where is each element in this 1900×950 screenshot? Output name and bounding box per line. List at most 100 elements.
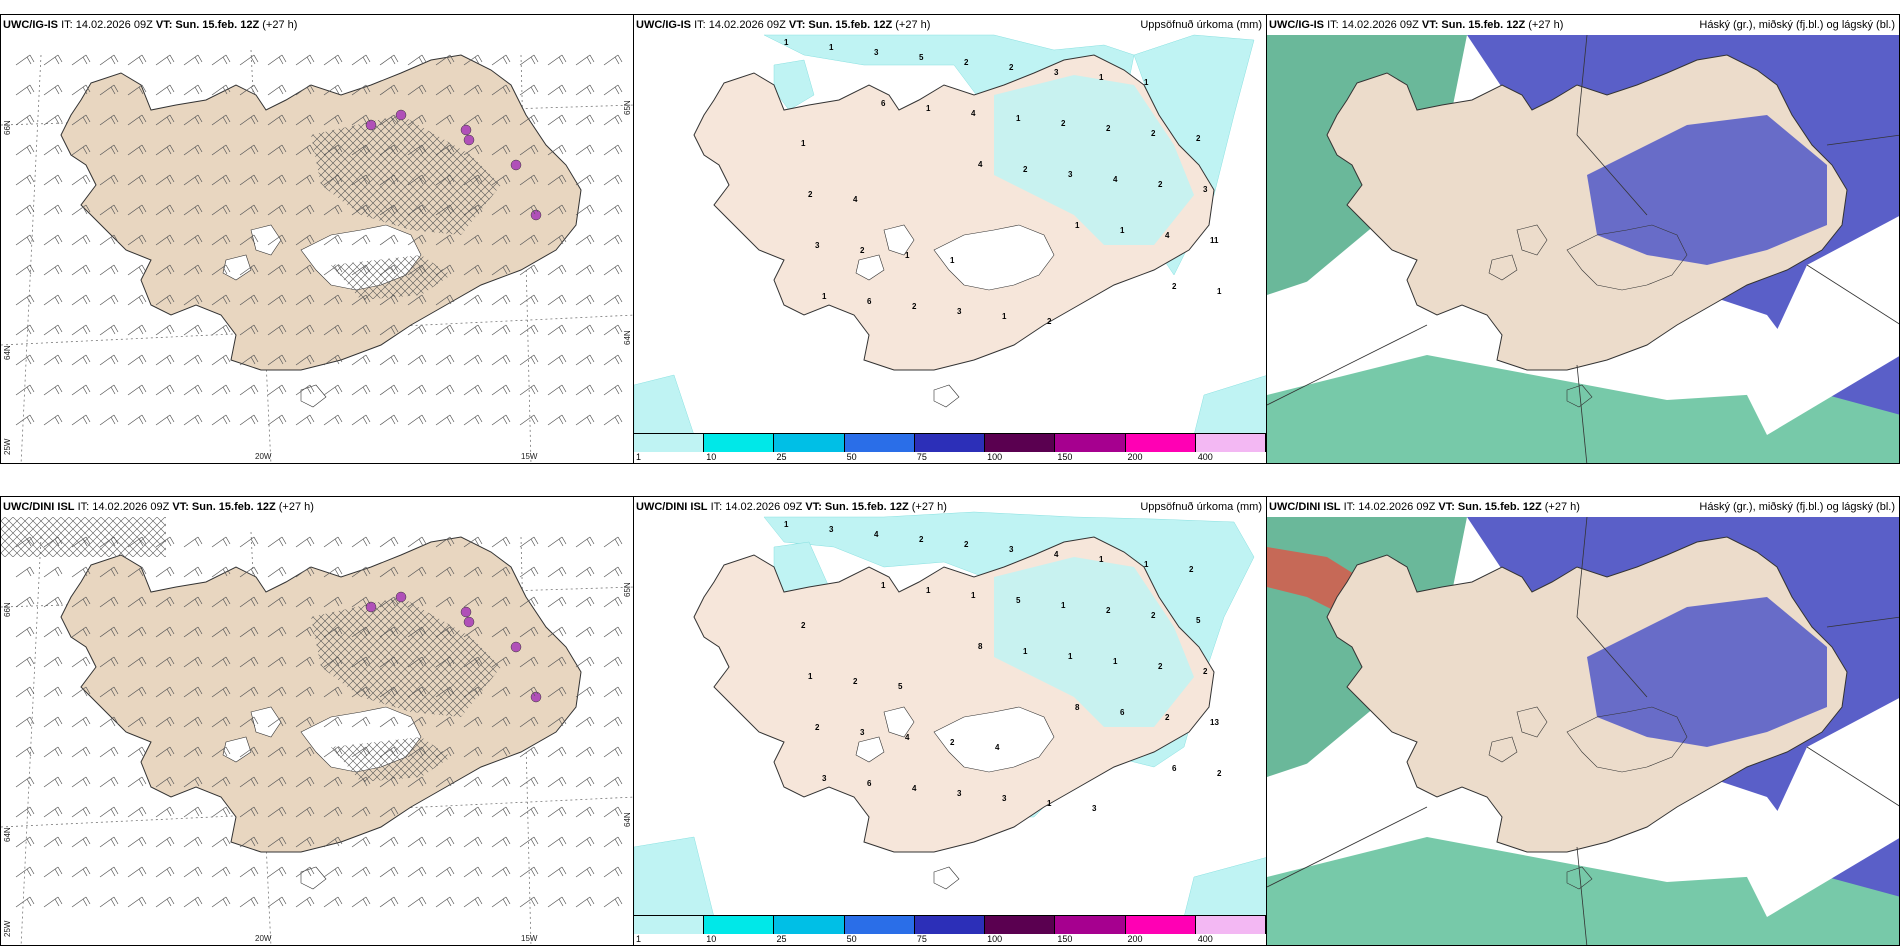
precip-value: 4 <box>978 160 983 169</box>
wind-barb <box>351 866 371 878</box>
wind-barb <box>435 414 455 426</box>
precip-value: 1 <box>926 586 931 595</box>
wind-barb <box>407 626 427 638</box>
wind-barb <box>379 54 399 66</box>
precip-area <box>1183 857 1266 917</box>
wind-barb <box>547 294 567 306</box>
panel-title: Háský (gr.), miðský (fj.bl.) og lágský (… <box>1699 19 1895 31</box>
wind-barb <box>99 294 119 306</box>
precip-labels: 1641211211343415141162223222323322111241… <box>784 38 1222 326</box>
wind-barb <box>603 626 623 638</box>
wind-barb <box>519 716 539 728</box>
panel-header: UWC/IG-IS IT: 14.02.2026 09Z VT: Sun. 15… <box>1269 19 1563 31</box>
wind-barb <box>183 836 203 848</box>
wind-barb <box>99 866 119 878</box>
wind-barb <box>99 204 119 216</box>
wind-barb <box>463 776 483 788</box>
wind-barb <box>575 656 595 668</box>
region-boundary <box>1826 134 1899 146</box>
precip-value: 2 <box>1158 180 1163 189</box>
model-name: UWC/IG-IS <box>636 19 691 31</box>
wind-barb <box>71 294 91 306</box>
wind-barb <box>267 384 287 396</box>
glacier <box>855 736 885 763</box>
wind-barb <box>183 54 203 66</box>
wind-barb <box>463 626 483 638</box>
wind-barb <box>379 354 399 366</box>
precip-value: 3 <box>1203 185 1208 194</box>
wind-barb <box>155 144 175 156</box>
wind-barb <box>183 746 203 758</box>
wind-barb <box>43 566 63 578</box>
wind-barb <box>463 836 483 848</box>
hatched-area <box>311 597 501 717</box>
wind-barb <box>547 204 567 216</box>
wind-barb <box>15 596 35 608</box>
wind-barb <box>239 54 259 66</box>
graticule-line <box>20 536 42 945</box>
wind-barb <box>575 234 595 246</box>
wind-barb <box>379 324 399 336</box>
precip-spot <box>510 641 522 653</box>
wind-barb <box>267 686 287 698</box>
wind-barb <box>603 716 623 728</box>
wind-barb <box>323 806 343 818</box>
wind-barb <box>43 384 63 396</box>
lead-time: (+27 h) <box>1528 19 1564 31</box>
region-boundary <box>1267 806 1428 888</box>
valid-time: Sun. 15.feb. 12Z <box>191 501 276 513</box>
glacier <box>883 706 915 738</box>
precip-value: 6 <box>881 99 886 108</box>
wind-barb <box>239 596 259 608</box>
precip-value: 2 <box>801 621 806 630</box>
wind-barb <box>435 264 455 276</box>
wind-barb <box>183 806 203 818</box>
wind-barb <box>99 354 119 366</box>
wind-barb <box>547 866 567 878</box>
colorbar-cell <box>1125 916 1196 934</box>
wind-barb <box>463 686 483 698</box>
wind-barb <box>519 414 539 426</box>
wind-barb <box>15 84 35 96</box>
colorbar-cells <box>634 433 1266 452</box>
wind-barb <box>127 294 147 306</box>
wind-barb <box>379 596 399 608</box>
precip-value: 2 <box>1217 769 1222 778</box>
iceland-land <box>60 54 582 371</box>
wind-barb <box>547 896 567 908</box>
glacier <box>933 384 960 408</box>
wind-barb <box>351 746 371 758</box>
precip-value: 1 <box>1061 601 1066 610</box>
colorbar-label: 400 <box>1197 452 1213 462</box>
wind-barb <box>575 746 595 758</box>
wind-barb <box>351 384 371 396</box>
precip-value: 2 <box>815 723 820 732</box>
wind-barb <box>323 896 343 908</box>
glacier <box>222 736 252 763</box>
model-name: UWC/DINI ISL <box>636 501 708 513</box>
wind-barb <box>351 596 371 608</box>
wind-barb <box>15 294 35 306</box>
wind-barb <box>603 596 623 608</box>
wind-barb <box>463 84 483 96</box>
wind-barb <box>351 354 371 366</box>
wind-barb <box>267 866 287 878</box>
wind-barb <box>71 144 91 156</box>
hatched-area <box>331 737 451 782</box>
colorbar-label: 75 <box>916 452 927 462</box>
wind-barb <box>603 84 623 96</box>
precip-spot <box>365 601 377 613</box>
wind-barb <box>183 626 203 638</box>
model-name: UWC/DINI ISL <box>3 501 75 513</box>
wind-barb <box>267 746 287 758</box>
wind-barb <box>435 716 455 728</box>
wind-barb <box>603 144 623 156</box>
precip-value: 6 <box>867 297 872 306</box>
colorbar-label: 150 <box>1057 452 1073 462</box>
wind-barb <box>267 776 287 788</box>
panel-title: Háský (gr.), miðský (fj.bl.) og lágský (… <box>1699 501 1895 513</box>
wind-barb <box>463 114 483 126</box>
precip-value: 2 <box>808 190 813 199</box>
wind-barb <box>463 566 483 578</box>
lat-label: 64N <box>3 827 12 842</box>
